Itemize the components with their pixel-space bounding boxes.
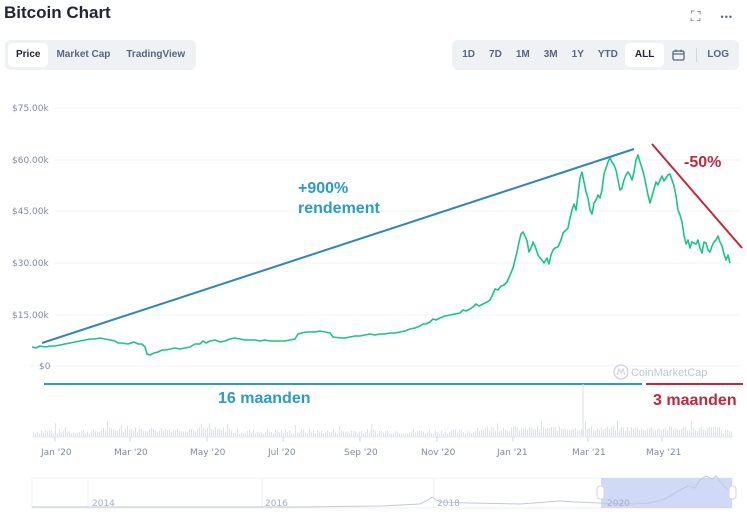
coinmarketcap-watermark: CoinMarketCap	[613, 364, 707, 380]
range-1m-button[interactable]: 1M	[515, 49, 530, 60]
y-tick: $75.00k	[12, 104, 49, 114]
x-tick: Mar '21	[572, 448, 606, 458]
x-tick: Jan '20	[40, 448, 72, 458]
navigator-left-handle[interactable]	[596, 485, 605, 500]
y-tick: $60.00k	[12, 156, 49, 166]
x-axis-labels: Jan '20 Mar '20 May '20 Jul '20 Sep '20 …	[40, 448, 681, 458]
svg-text:CoinMarketCap: CoinMarketCap	[631, 367, 707, 379]
period-down-label: 3 maanden	[653, 392, 737, 409]
coinmarketcap-logo-icon	[613, 364, 629, 380]
x-tick: May '20	[190, 448, 226, 458]
range-ytd-button[interactable]: YTD	[597, 49, 618, 60]
navigator-year: 2014	[92, 499, 115, 509]
x-tick: Jul '20	[267, 448, 296, 458]
x-tick: May '21	[646, 448, 681, 458]
time-range-selector: 1D 7D 1M 3M 1Y YTD ALL LOG	[452, 40, 739, 70]
y-tick: $15.00k	[12, 311, 49, 321]
calendar-icon	[672, 49, 685, 61]
chart-type-tabs: Price Market Cap TradingView	[5, 40, 197, 70]
more-horizontal-icon[interactable]: •••	[720, 11, 733, 22]
y-tick: $45.00k	[12, 207, 49, 217]
tab-market-cap[interactable]: Market Cap	[56, 49, 111, 60]
y-tick: $30.00k	[12, 259, 49, 269]
grid-lines	[30, 107, 740, 367]
log-scale-button[interactable]: LOG	[707, 49, 729, 60]
x-tick: Jan '21	[496, 448, 528, 458]
loss-trend-line	[651, 143, 743, 249]
gain-annotation-sub: rendement	[298, 200, 380, 217]
divider	[696, 48, 698, 62]
top-icons: ⛶ •••	[691, 8, 733, 25]
navigator-selection[interactable]	[601, 478, 732, 508]
price-line	[31, 154, 731, 356]
gain-annotation: +900%	[298, 180, 348, 197]
gain-trend-line	[41, 148, 635, 344]
navigator-year: 2020	[607, 499, 630, 509]
navigator-year: 2016	[265, 499, 288, 509]
volume-bars	[33, 420, 732, 437]
range-7d-button[interactable]: 7D	[489, 49, 502, 60]
y-axis-labels: $75.00k $60.00k $45.00k $30.00k $15.00k …	[12, 104, 51, 372]
navigator-right-handle[interactable]	[728, 485, 737, 500]
range-1y-button[interactable]: 1Y	[571, 49, 584, 60]
period-up-label: 16 maanden	[218, 390, 310, 407]
range-all-button[interactable]: ALL	[624, 43, 665, 67]
page-title: Bitcoin Chart	[4, 3, 111, 22]
y-tick: $0	[39, 362, 51, 372]
range-1d-button[interactable]: 1D	[462, 49, 476, 60]
tab-tradingview[interactable]: TradingView	[126, 49, 186, 60]
x-tick: Sep '20	[344, 448, 378, 458]
range-3m-button[interactable]: 3M	[543, 49, 558, 60]
calendar-button[interactable]	[664, 49, 693, 61]
range-navigator[interactable]: 2014 2016 2018 2020	[31, 475, 737, 509]
x-tick: Nov '20	[421, 448, 456, 458]
tab-price[interactable]: Price	[8, 43, 49, 67]
fullscreen-icon[interactable]: ⛶	[690, 8, 701, 24]
navigator-year: 2018	[437, 499, 460, 509]
loss-annotation: -50%	[684, 154, 721, 171]
x-tick: Mar '20	[114, 448, 148, 458]
